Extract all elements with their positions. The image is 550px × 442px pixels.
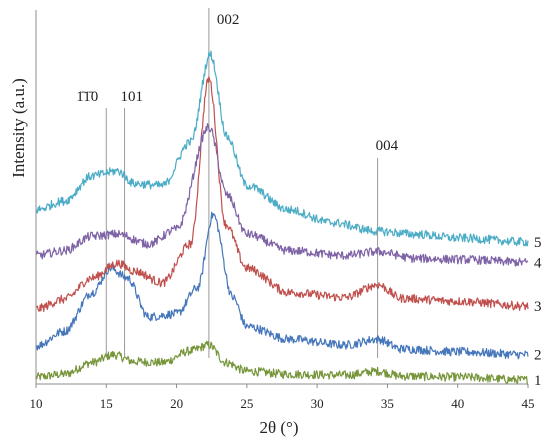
x-tick-label: 15 xyxy=(100,396,113,411)
series-line-5 xyxy=(35,50,529,247)
peak-label: 004 xyxy=(376,138,399,154)
series-layer xyxy=(35,50,529,385)
x-tick-label: 10 xyxy=(30,396,43,411)
x-tick-label: 40 xyxy=(451,396,464,411)
x-tick-label: 20 xyxy=(170,396,183,411)
axes xyxy=(35,10,528,385)
series-label-2: 2 xyxy=(534,348,542,364)
peak-label: 1̄1̄0 xyxy=(76,89,98,105)
series-line-3 xyxy=(35,76,529,312)
y-axis-title: Intensity (a.u.) xyxy=(9,78,28,178)
x-tick-label: 25 xyxy=(240,396,253,411)
peak-label: 101 xyxy=(121,89,144,105)
series-line-2 xyxy=(35,211,529,360)
series-label-3: 3 xyxy=(534,299,542,315)
peak-label: 002 xyxy=(217,12,240,28)
series-label-5: 5 xyxy=(534,235,542,251)
x-tick-label: 35 xyxy=(381,396,394,411)
series-labels: 1 2 3 4 5 xyxy=(534,235,542,389)
x-tick-label: 30 xyxy=(311,396,324,411)
peak-labels: 1̄1̄0 101 002 004 xyxy=(76,12,398,154)
series-line-4 xyxy=(35,123,529,267)
series-label-4: 4 xyxy=(534,255,542,271)
series-label-1: 1 xyxy=(534,373,542,389)
series-line-1 xyxy=(35,340,529,385)
x-axis-title: 2θ (°) xyxy=(259,418,298,437)
x-tick-label: 45 xyxy=(522,396,535,411)
x-ticks: 10 15 20 25 30 35 40 45 xyxy=(30,384,535,411)
